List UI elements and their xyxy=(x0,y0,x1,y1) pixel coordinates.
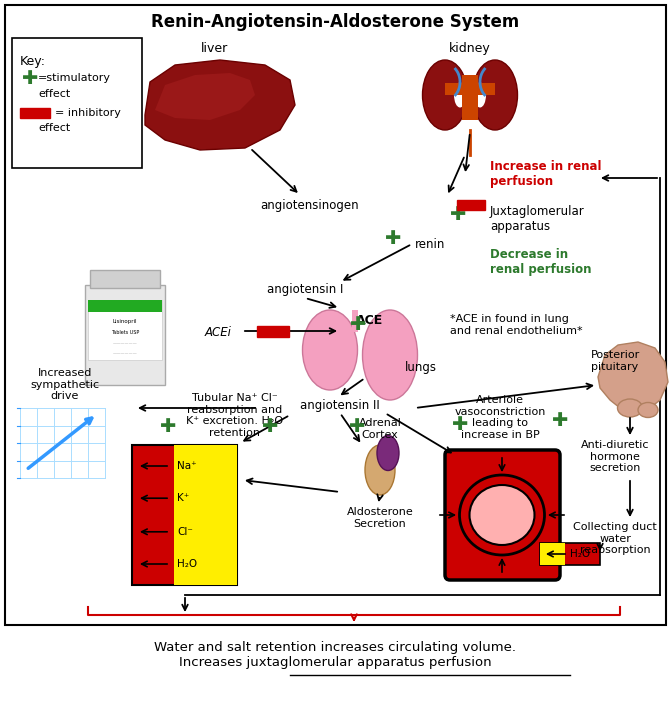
Text: ✚: ✚ xyxy=(384,228,401,247)
Text: Tablets USP: Tablets USP xyxy=(111,329,139,334)
Text: liver: liver xyxy=(201,42,229,55)
Text: Collecting duct
water
reabsorption: Collecting duct water reabsorption xyxy=(573,522,657,555)
Ellipse shape xyxy=(365,445,395,495)
Polygon shape xyxy=(155,73,255,120)
Bar xyxy=(85,285,165,385)
Text: Decrease in
renal perfusion: Decrease in renal perfusion xyxy=(490,248,592,276)
Ellipse shape xyxy=(303,310,358,390)
Text: angiotensinogen: angiotensinogen xyxy=(261,199,359,211)
Text: ✚: ✚ xyxy=(349,418,365,436)
Text: Key:: Key: xyxy=(20,55,46,68)
Text: ACEi: ACEi xyxy=(205,325,231,339)
Bar xyxy=(257,326,289,337)
Bar xyxy=(352,310,358,332)
Text: ✚: ✚ xyxy=(22,69,38,88)
Bar xyxy=(174,445,237,585)
Bar xyxy=(457,200,485,210)
Bar xyxy=(12,38,142,168)
Text: H₂O: H₂O xyxy=(570,549,590,559)
Text: renin: renin xyxy=(415,238,446,252)
Text: Renin-Angiotensin-Aldosterone System: Renin-Angiotensin-Aldosterone System xyxy=(151,13,519,31)
Ellipse shape xyxy=(454,83,466,107)
Text: Juxtaglomerular
apparatus: Juxtaglomerular apparatus xyxy=(490,205,584,233)
Text: Water and salt retention increases circulating volume.
Increases juxtaglomerular: Water and salt retention increases circu… xyxy=(154,641,516,669)
Text: Aldosterone
Secretion: Aldosterone Secretion xyxy=(347,507,413,529)
Bar xyxy=(20,108,50,118)
Text: angiotensin I: angiotensin I xyxy=(267,284,343,296)
Ellipse shape xyxy=(472,60,517,130)
Text: K⁺: K⁺ xyxy=(177,493,189,503)
Bar xyxy=(5,5,666,625)
Bar xyxy=(88,300,162,312)
Bar xyxy=(88,300,162,360)
Text: = inhibitory: = inhibitory xyxy=(55,108,121,118)
Text: Arteriole
vasoconstriction
leading to
increase in BP: Arteriole vasoconstriction leading to in… xyxy=(454,395,546,440)
Text: Tubular Na⁺ Cl⁻
reabsorption and
K⁺ excretion. H₂O
retention: Tubular Na⁺ Cl⁻ reabsorption and K⁺ excr… xyxy=(187,393,284,438)
Text: Cl⁻: Cl⁻ xyxy=(177,527,193,537)
Text: Lisinopril: Lisinopril xyxy=(113,318,138,324)
Text: ✚: ✚ xyxy=(160,418,176,436)
Polygon shape xyxy=(598,342,668,412)
Text: kidney: kidney xyxy=(449,42,491,55)
Text: effect: effect xyxy=(38,123,70,133)
Ellipse shape xyxy=(362,310,417,400)
Ellipse shape xyxy=(638,402,658,418)
Bar xyxy=(132,445,237,585)
Bar xyxy=(540,543,565,565)
Text: Na⁺: Na⁺ xyxy=(177,461,197,471)
Ellipse shape xyxy=(423,60,468,130)
Ellipse shape xyxy=(377,436,399,470)
Ellipse shape xyxy=(617,399,643,417)
Text: ——————: —————— xyxy=(113,351,138,355)
Text: Adrenal
Cortex: Adrenal Cortex xyxy=(358,418,401,440)
Text: Increased
sympathetic
drive: Increased sympathetic drive xyxy=(30,368,99,401)
Bar xyxy=(540,543,600,565)
Bar xyxy=(445,83,495,95)
Text: ✚: ✚ xyxy=(350,315,366,334)
Text: ✚: ✚ xyxy=(450,206,466,225)
Text: Increase in renal
perfusion: Increase in renal perfusion xyxy=(490,160,601,188)
Text: ✚: ✚ xyxy=(262,418,278,436)
Text: lungs: lungs xyxy=(405,361,437,375)
Text: ACE: ACE xyxy=(356,313,384,327)
Text: =stimulatory: =stimulatory xyxy=(38,73,111,83)
Text: H₂O: H₂O xyxy=(177,559,197,569)
Ellipse shape xyxy=(470,485,535,545)
Text: ✚: ✚ xyxy=(452,416,468,435)
Bar xyxy=(90,270,160,288)
Text: ✚: ✚ xyxy=(552,411,568,429)
Ellipse shape xyxy=(474,83,486,107)
Polygon shape xyxy=(145,60,295,150)
Text: *ACE in found in lung
and renal endothelium*: *ACE in found in lung and renal endothel… xyxy=(450,314,582,336)
Text: angiotensin II: angiotensin II xyxy=(300,399,380,411)
Bar xyxy=(462,75,478,120)
Text: ——————: —————— xyxy=(113,341,138,345)
Text: Anti-diuretic
hormone
secretion: Anti-diuretic hormone secretion xyxy=(580,440,650,473)
Text: effect: effect xyxy=(38,89,70,99)
Text: Posterior
pituitary: Posterior pituitary xyxy=(590,350,639,372)
FancyBboxPatch shape xyxy=(445,450,560,580)
